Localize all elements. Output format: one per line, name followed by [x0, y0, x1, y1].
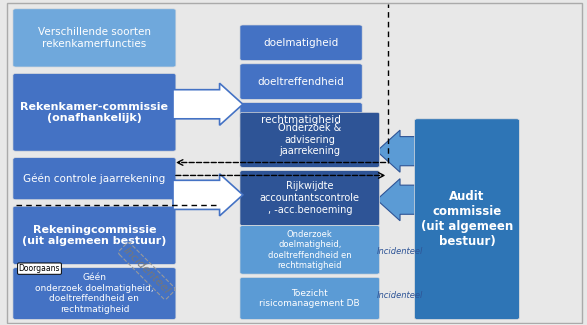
- Text: Géén controle jaarrekening: Géén controle jaarrekening: [23, 174, 166, 184]
- FancyBboxPatch shape: [13, 206, 176, 265]
- Text: doelmatigheid: doelmatigheid: [264, 38, 339, 48]
- Text: Onderzoek &
advisering
jaarrekening: Onderzoek & advisering jaarrekening: [278, 123, 342, 156]
- FancyBboxPatch shape: [7, 3, 582, 323]
- FancyBboxPatch shape: [240, 226, 380, 274]
- Text: Rekenkamer-commissie
(onafhankelijk): Rekenkamer-commissie (onafhankelijk): [21, 101, 168, 123]
- Text: Géén
onderzoek doelmatigheid,
doeltreffendheid en
rechtmatigheid: Géén onderzoek doelmatigheid, doeltreffe…: [35, 273, 154, 314]
- FancyBboxPatch shape: [13, 268, 176, 319]
- FancyBboxPatch shape: [13, 73, 176, 151]
- FancyBboxPatch shape: [240, 103, 362, 138]
- FancyBboxPatch shape: [414, 119, 519, 319]
- Text: rechtmatigheid: rechtmatigheid: [261, 115, 341, 125]
- Polygon shape: [377, 179, 417, 221]
- Text: Audit
commissie
(uit algemeen
bestuur): Audit commissie (uit algemeen bestuur): [421, 190, 513, 248]
- Polygon shape: [173, 83, 243, 125]
- Polygon shape: [173, 174, 243, 216]
- FancyBboxPatch shape: [240, 171, 380, 226]
- Text: Incidenteel: Incidenteel: [377, 291, 423, 300]
- FancyBboxPatch shape: [240, 277, 380, 319]
- Text: Rekeningcommissie
(uit algemeen bestuur): Rekeningcommissie (uit algemeen bestuur): [22, 225, 167, 246]
- FancyBboxPatch shape: [240, 112, 380, 167]
- FancyBboxPatch shape: [240, 25, 362, 60]
- Text: Incidenteel: Incidenteel: [122, 246, 172, 296]
- FancyBboxPatch shape: [13, 9, 176, 67]
- Text: Verschillende soorten
rekenkamerfuncties: Verschillende soorten rekenkamerfuncties: [38, 27, 151, 49]
- Text: Onderzoek
doelmatigheid,
doeltreffendheid en
rechtmatigheid: Onderzoek doelmatigheid, doeltreffendhei…: [268, 230, 352, 270]
- Text: Toezicht
risicomanagement DB: Toezicht risicomanagement DB: [259, 289, 360, 308]
- Polygon shape: [377, 130, 417, 172]
- Text: Doorgaans: Doorgaans: [19, 264, 60, 273]
- Text: Rijkwijdte
accountantscontrole
, -acc.benoeming: Rijkwijdte accountantscontrole , -acc.be…: [260, 181, 360, 215]
- FancyBboxPatch shape: [13, 158, 176, 200]
- Text: Incidenteel: Incidenteel: [377, 247, 423, 256]
- FancyBboxPatch shape: [240, 64, 362, 99]
- Text: doeltreffendheid: doeltreffendheid: [258, 77, 345, 86]
